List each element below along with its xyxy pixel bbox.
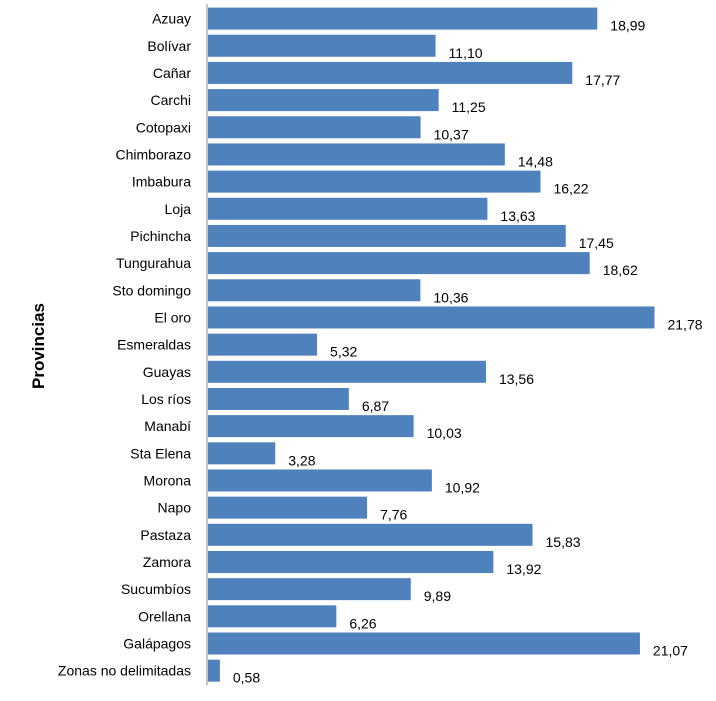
data-label: 18,62 bbox=[603, 262, 638, 278]
bar bbox=[208, 279, 421, 302]
bar bbox=[208, 34, 436, 57]
data-label: 7,76 bbox=[380, 507, 407, 523]
category-label: El oro bbox=[154, 309, 191, 325]
category-label: Tungurahua bbox=[116, 255, 191, 271]
data-label: 21,07 bbox=[653, 642, 688, 658]
data-label: 10,92 bbox=[445, 479, 480, 495]
data-label: 18,99 bbox=[610, 18, 645, 34]
data-label: 13,63 bbox=[500, 208, 535, 224]
category-label: Carchi bbox=[151, 92, 191, 108]
bar bbox=[208, 61, 573, 84]
bar bbox=[208, 469, 432, 492]
data-label: 15,83 bbox=[546, 534, 581, 550]
category-label: Guayas bbox=[143, 364, 191, 380]
bar bbox=[208, 442, 276, 465]
bar bbox=[208, 360, 486, 383]
category-label: Cañar bbox=[153, 65, 191, 81]
category-label: Cotopaxi bbox=[136, 119, 191, 135]
bar bbox=[208, 415, 414, 438]
category-label: Sucumbíos bbox=[121, 581, 191, 597]
category-label: Sto domingo bbox=[112, 282, 191, 298]
data-label: 16,22 bbox=[554, 181, 589, 197]
category-label: Pichincha bbox=[130, 228, 191, 244]
bar bbox=[208, 89, 439, 112]
category-label: Morona bbox=[144, 472, 192, 488]
category-label: Pastaza bbox=[140, 527, 191, 543]
data-label: 14,48 bbox=[518, 153, 553, 169]
category-label: Los ríos bbox=[141, 391, 191, 407]
bar bbox=[208, 197, 488, 220]
data-label: 6,87 bbox=[362, 398, 389, 414]
category-label: Sta Elena bbox=[130, 445, 191, 461]
data-label: 13,92 bbox=[506, 561, 541, 577]
bar bbox=[208, 550, 494, 573]
bar bbox=[208, 496, 368, 519]
category-label: Loja bbox=[165, 201, 192, 217]
bar bbox=[208, 252, 590, 275]
bar bbox=[208, 387, 349, 410]
bar bbox=[208, 578, 411, 601]
category-label: Napo bbox=[158, 500, 192, 516]
category-label: Azuay bbox=[152, 11, 191, 27]
data-label: 10,36 bbox=[433, 289, 468, 305]
data-label: 10,37 bbox=[434, 126, 469, 142]
bar bbox=[208, 632, 640, 655]
category-label: Bolívar bbox=[147, 38, 191, 54]
bar bbox=[208, 170, 541, 193]
category-label: Manabí bbox=[144, 418, 191, 434]
category-label: Galápagos bbox=[123, 635, 191, 651]
category-label: Chimborazo bbox=[116, 146, 192, 162]
data-label: 3,28 bbox=[288, 452, 315, 468]
data-label: 13,56 bbox=[499, 371, 534, 387]
bar bbox=[208, 143, 505, 166]
data-label: 5,32 bbox=[330, 344, 357, 360]
bar bbox=[208, 306, 655, 329]
data-label: 11,10 bbox=[449, 45, 483, 61]
data-label: 0,58 bbox=[233, 670, 260, 686]
category-label: Orellana bbox=[138, 608, 191, 624]
bar bbox=[208, 659, 220, 682]
bar bbox=[208, 605, 337, 628]
data-label: 10,03 bbox=[427, 425, 462, 441]
y-axis-label: Provincias bbox=[29, 303, 48, 389]
category-label: Imbabura bbox=[132, 174, 191, 190]
bar bbox=[208, 224, 566, 247]
data-label: 11,25 bbox=[452, 99, 486, 115]
category-label: Zonas no delimitadas bbox=[58, 663, 191, 679]
category-label: Esmeraldas bbox=[117, 337, 191, 353]
bar bbox=[208, 7, 598, 30]
data-label: 17,45 bbox=[579, 235, 614, 251]
data-label: 6,26 bbox=[349, 615, 376, 631]
bar bbox=[208, 523, 533, 546]
bar bbox=[208, 333, 318, 356]
data-label: 21,78 bbox=[667, 316, 702, 332]
data-label: 9,89 bbox=[424, 588, 451, 604]
category-label: Zamora bbox=[143, 554, 191, 570]
bar bbox=[208, 116, 421, 139]
data-label: 17,77 bbox=[585, 72, 620, 88]
